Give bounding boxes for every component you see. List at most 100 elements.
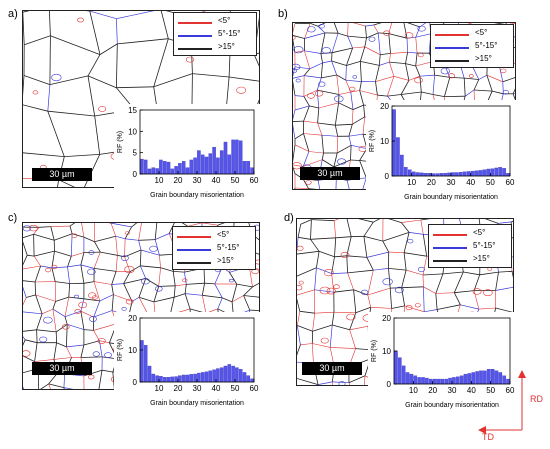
grain-boundary [499, 66, 504, 82]
histogram-bar [216, 157, 220, 175]
grain-boundary [484, 219, 499, 224]
x-tick-label: 30 [193, 384, 202, 393]
x-axis-label: Grain boundary misorientation [150, 400, 244, 407]
grain-boundary [174, 293, 186, 298]
grain-boundary [33, 255, 41, 267]
grain-boundary [373, 24, 379, 34]
grain-boundary [159, 255, 161, 268]
grain-boundary [23, 286, 27, 298]
grain-boundary [111, 271, 117, 285]
grain-boundary [310, 219, 312, 240]
grain-boundary [363, 236, 368, 258]
grain-boundary [333, 152, 338, 167]
histogram-bar [443, 173, 447, 177]
grain-boundary [352, 116, 365, 125]
histogram-bar [219, 150, 224, 175]
subgrain-loop [383, 30, 391, 36]
grain-boundary [358, 219, 374, 223]
histogram-bar [423, 173, 428, 177]
subgrain-loop [293, 35, 296, 40]
grain-boundary [297, 325, 301, 345]
grain-boundary [334, 219, 340, 221]
histogram-bar [227, 154, 232, 175]
y-tick-label: 10 [382, 347, 391, 356]
grain-boundary [317, 23, 326, 27]
subgrain-loop [125, 298, 134, 305]
legend-row-high: >15° [433, 254, 511, 266]
subgrain-loop [368, 36, 376, 42]
histogram-bar [155, 168, 159, 175]
x-axis-label: Grain boundary misorientation [405, 402, 499, 409]
histogram-bar [235, 367, 239, 383]
grain-boundary [378, 54, 381, 66]
grain-boundary [138, 278, 147, 298]
grain-boundary [472, 66, 480, 80]
histogram-bar [467, 373, 472, 385]
grain-boundary [93, 281, 112, 285]
grain-boundary [94, 241, 101, 253]
grain-boundary [382, 240, 390, 253]
subgrain-loop [405, 305, 413, 311]
grain-boundary [435, 293, 438, 310]
subgrain-loop [321, 47, 331, 54]
histogram-bar [197, 150, 201, 175]
panel-a-label: a) [8, 8, 18, 20]
grain-boundary [373, 23, 382, 26]
legend-label-high: >15° [218, 42, 235, 51]
histogram-bar [185, 167, 190, 175]
histogram-bar [447, 172, 451, 177]
grain-boundary [23, 311, 43, 315]
grain-boundary [314, 267, 317, 290]
grain-boundary [236, 283, 253, 288]
grain-boundary [498, 221, 512, 224]
grain-boundary [35, 294, 56, 302]
grain-boundary [249, 309, 259, 311]
grain-boundary [334, 102, 339, 126]
grain-boundary [303, 68, 311, 76]
panel-a-histogram: 0 5 10 15 10 20 30 40 50 60 Grain boundary misorie… [114, 104, 260, 200]
grain-boundary [351, 144, 367, 150]
grain-boundary [318, 250, 335, 258]
subgrain-loop [87, 374, 95, 380]
grain-boundary [185, 293, 203, 296]
panel-d-scale-bar: 30 µm [302, 362, 362, 375]
grain-boundary [89, 11, 117, 20]
grain-boundary [123, 271, 131, 284]
grain-boundary [24, 35, 51, 46]
histogram-bar [174, 166, 178, 175]
y-tick-label: 5 [133, 149, 138, 158]
subgrain-loop [51, 264, 58, 270]
grain-boundary [408, 75, 421, 81]
grain-boundary [375, 81, 378, 96]
grain-boundary [364, 46, 381, 55]
histogram-bar [155, 375, 159, 383]
panel-d-histogram: 0 10 20 10 20 30 40 50 60 Grain boundary misorien… [368, 312, 516, 410]
histogram-bar [170, 376, 175, 383]
subgrain-loop [360, 289, 369, 295]
grain-boundary [338, 91, 351, 95]
subgrain-loop [121, 307, 127, 311]
grain-boundary [55, 323, 68, 333]
subgrain-loop [228, 278, 234, 283]
grain-boundary [116, 18, 118, 44]
grain-boundary [139, 249, 142, 266]
grain-boundary [40, 265, 52, 269]
grain-boundary [184, 293, 191, 310]
subgrain-loop [293, 46, 304, 54]
grain-boundary [422, 234, 428, 257]
grain-boundary [229, 272, 238, 285]
histogram-bar [407, 169, 412, 177]
subgrain-loop [472, 288, 482, 295]
grain-boundary [375, 76, 394, 82]
y-tick-label: 0 [133, 170, 138, 179]
subgrain-loop [338, 381, 346, 385]
grain-boundary [420, 219, 424, 235]
histogram-bar [178, 163, 182, 175]
grain-boundary [40, 383, 49, 389]
histogram-bar [200, 154, 205, 175]
grain-boundary [415, 37, 418, 54]
grain-boundary [47, 110, 95, 117]
grain-boundary [309, 105, 319, 109]
x-tick-label: 50 [486, 178, 495, 187]
subgrain-loop [298, 280, 304, 285]
